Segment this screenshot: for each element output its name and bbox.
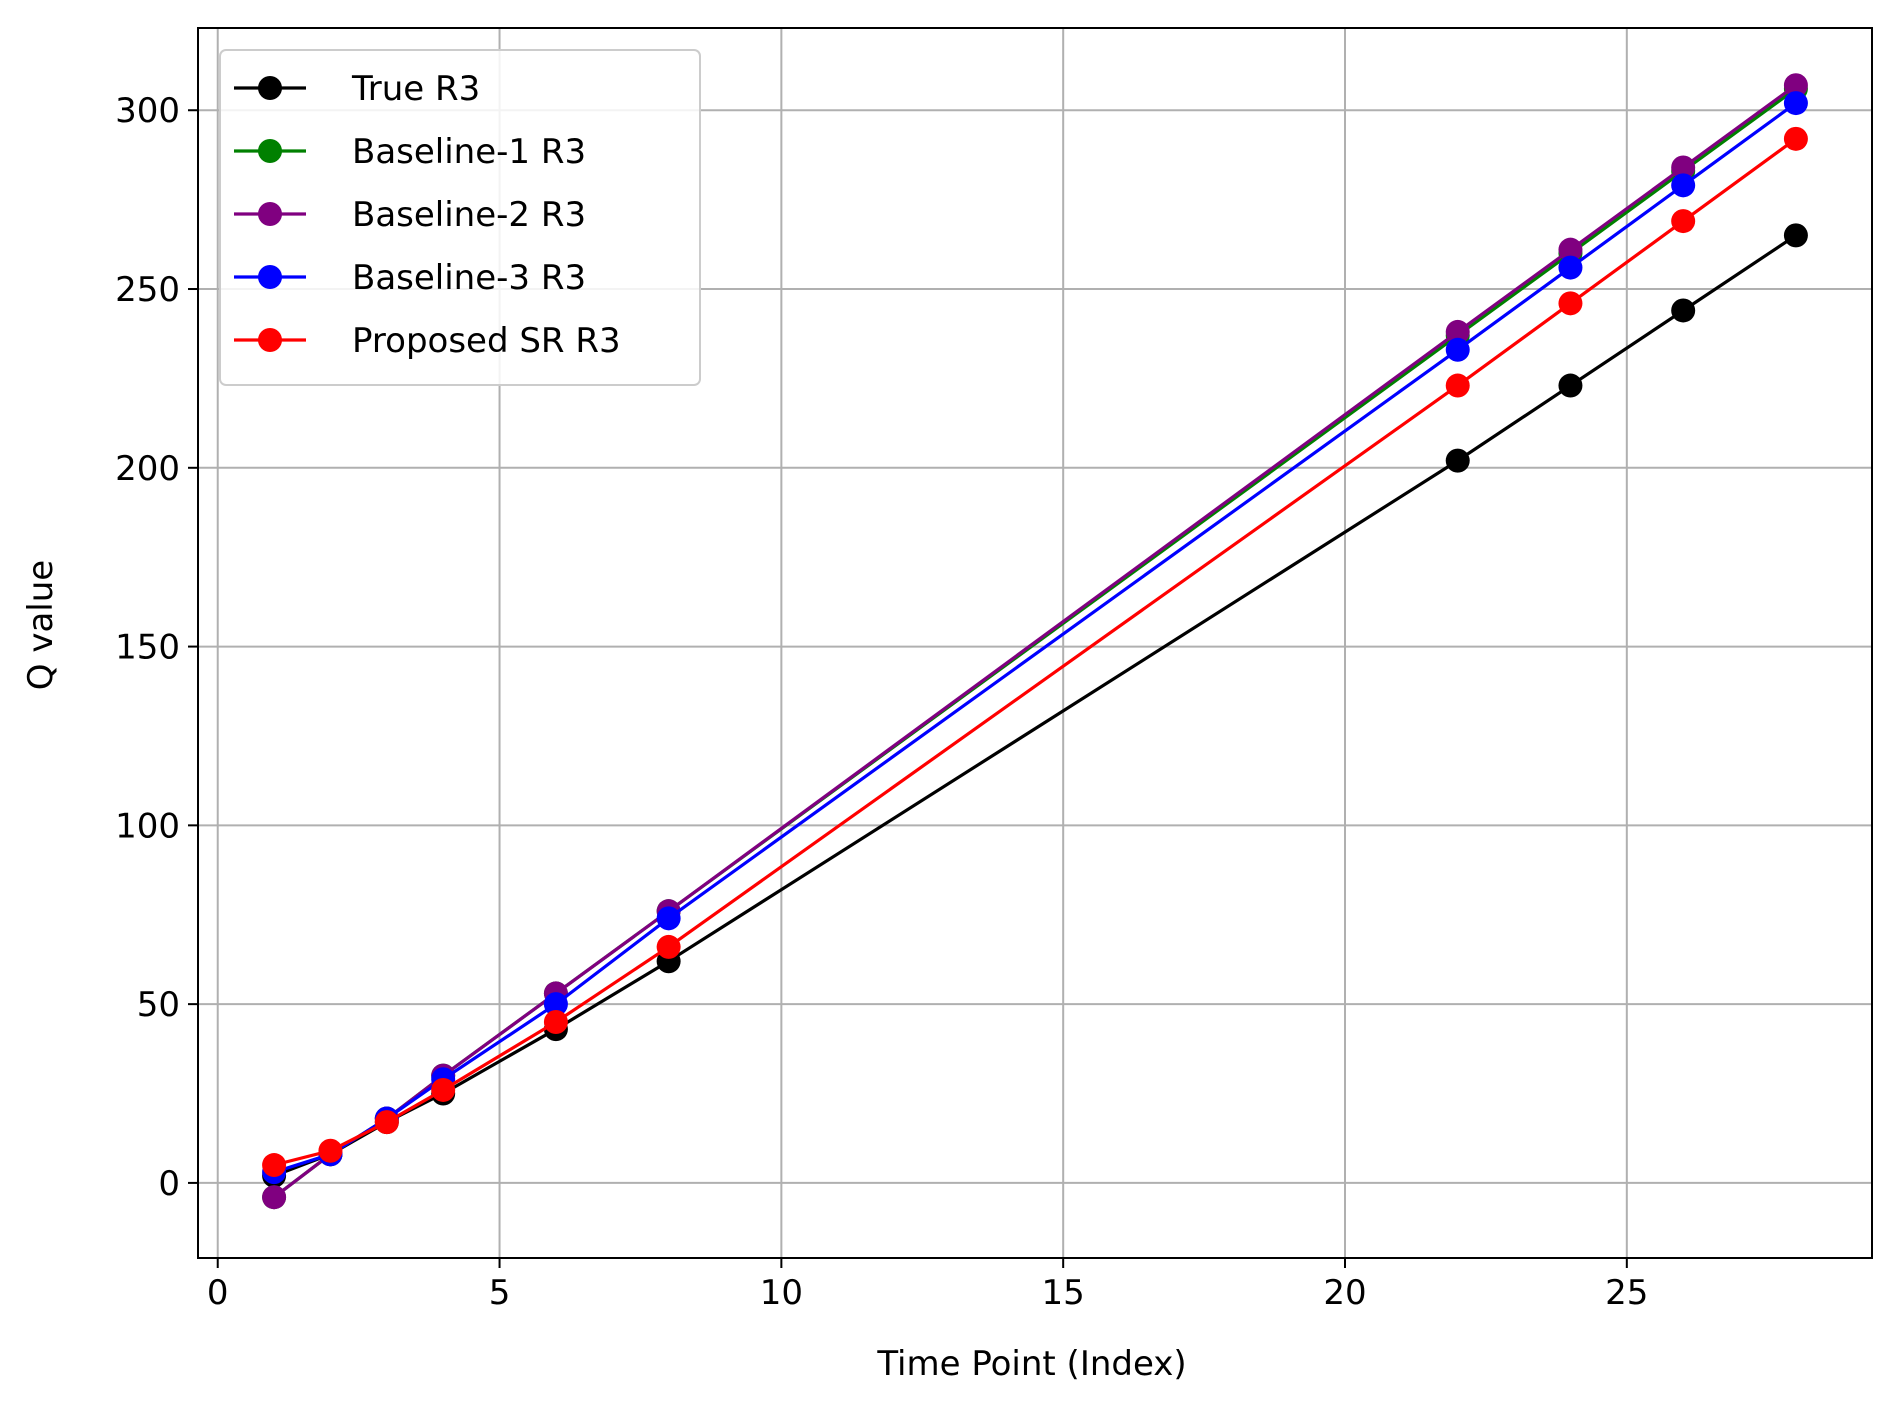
data-point: [656, 934, 681, 959]
y-tick-label: 50: [137, 985, 180, 1025]
legend-label: Proposed SR R3: [352, 321, 621, 361]
legend-label: True R3: [351, 69, 480, 109]
y-tick-label: 200: [115, 449, 180, 489]
data-point: [1783, 73, 1808, 98]
data-point: [1558, 373, 1583, 398]
y-tick-label: 300: [115, 91, 180, 131]
legend-label: Baseline-3 R3: [352, 258, 586, 298]
series-layer: [262, 73, 1808, 1210]
data-point: [431, 1077, 456, 1102]
y-tick-label: 100: [115, 806, 180, 846]
data-point: [1783, 91, 1808, 116]
data-point: [374, 1110, 399, 1135]
data-point: [1558, 237, 1583, 262]
x-tick-label: 10: [760, 1273, 803, 1313]
data-point: [1558, 291, 1583, 316]
y-tick-label: 250: [115, 270, 180, 310]
plot-frame: [197, 27, 1873, 1259]
data-point: [1671, 209, 1696, 234]
legend: True R3 Baseline-1 R3 Baseline-2 R3 Baselin…: [219, 49, 701, 386]
legend-marker: [258, 139, 282, 163]
x-tick-label: 15: [1042, 1273, 1085, 1313]
x-tick-label: 5: [489, 1273, 511, 1313]
data-point: [1445, 319, 1470, 344]
legend-box: [219, 49, 701, 386]
data-point: [1783, 126, 1808, 151]
legend-label: Baseline-1 R3: [352, 132, 586, 172]
data-point: [1671, 173, 1696, 198]
legend-marker: [258, 265, 282, 289]
data-point: [543, 992, 568, 1017]
data-point: [262, 1185, 287, 1210]
data-point: [1783, 223, 1808, 248]
legend-marker: [258, 202, 282, 226]
series-line: [273, 137, 1797, 1167]
y-tick-label: 150: [115, 628, 180, 668]
legend-item: Baseline-2 R3: [234, 195, 586, 235]
data-point: [262, 1153, 287, 1178]
data-point: [318, 1138, 343, 1163]
legend-item: Proposed SR R3: [234, 321, 621, 361]
legend-item: Baseline-3 R3: [234, 258, 586, 298]
legend-item: Baseline-1 R3: [234, 132, 586, 172]
legend-item: True R3: [234, 69, 480, 109]
legend-marker: [258, 76, 282, 100]
data-point: [1445, 448, 1470, 473]
x-axis-label: Time Point (Index): [876, 1344, 1186, 1384]
data-point: [1558, 255, 1583, 280]
legend-marker: [258, 328, 282, 352]
x-tick-label: 25: [1605, 1273, 1648, 1313]
series-5: [262, 126, 1808, 1178]
x-tick-label: 0: [207, 1273, 229, 1313]
y-tick-label: 0: [158, 1164, 180, 1204]
data-point: [1445, 337, 1470, 362]
x-tick-label: 20: [1323, 1273, 1366, 1313]
data-point: [1671, 298, 1696, 323]
data-point: [1445, 373, 1470, 398]
y-axis-label: Q value: [21, 560, 61, 690]
data-point: [1671, 155, 1696, 180]
legend-label: Baseline-2 R3: [352, 195, 586, 235]
data-point: [656, 906, 681, 931]
data-point: [543, 1010, 568, 1035]
